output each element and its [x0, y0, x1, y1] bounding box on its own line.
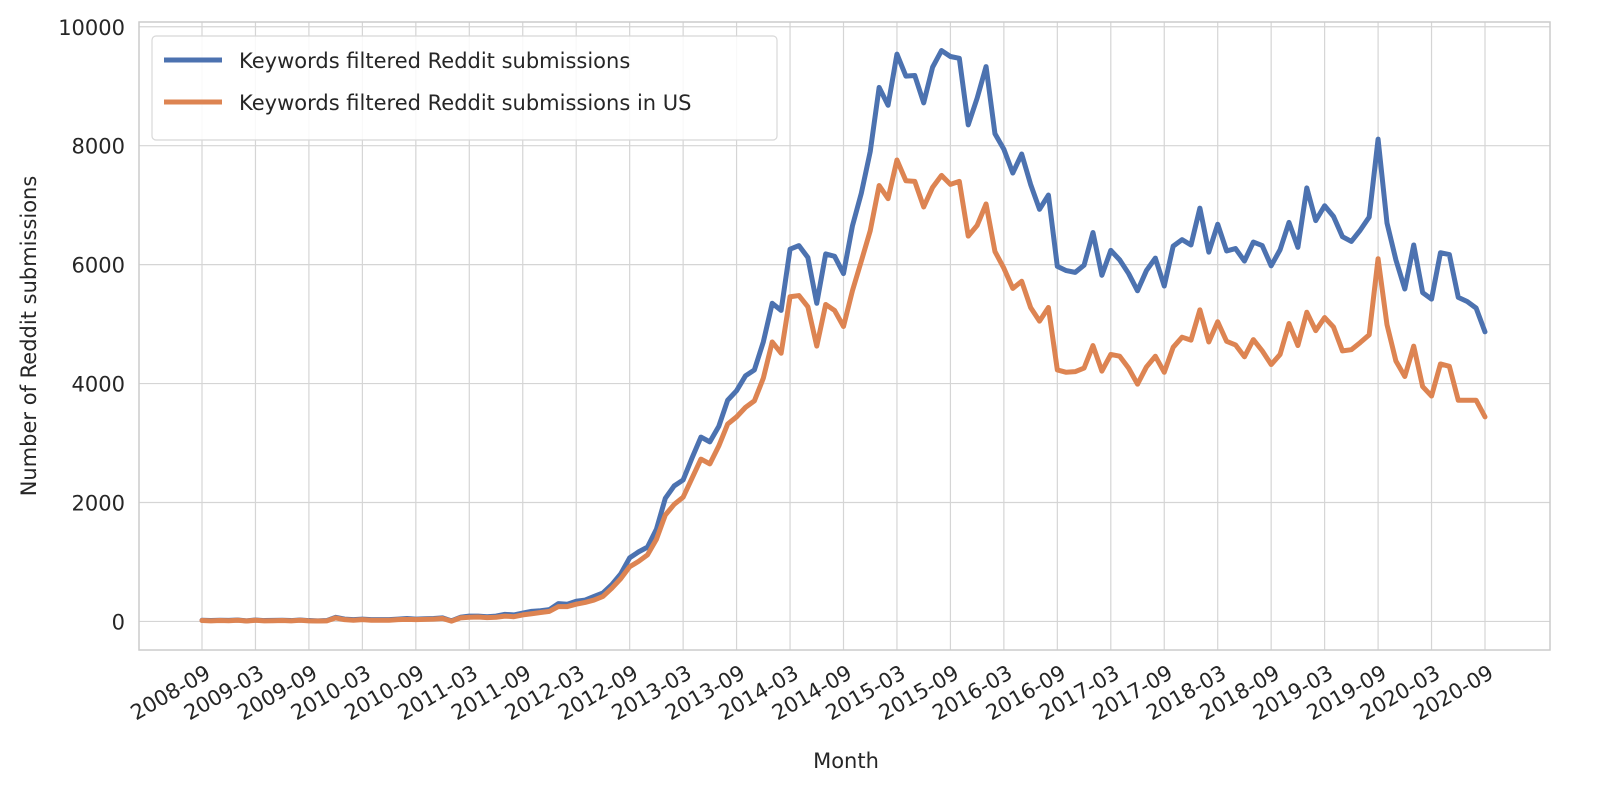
series-line [199, 157, 1488, 624]
y-tick-label: 0 [112, 610, 125, 634]
y-tick-label: 2000 [72, 492, 125, 516]
legend-label: Keywords filtered Reddit submissions in … [239, 91, 691, 115]
y-tick-label: 8000 [72, 135, 125, 159]
legend-label: Keywords filtered Reddit submissions [239, 49, 630, 73]
y-tick-label: 10000 [58, 16, 125, 40]
y-tick-label: 6000 [72, 254, 125, 278]
y-axis-label: Number of Reddit submissions [17, 176, 41, 497]
plot-border [138, 21, 1551, 651]
legend-box [151, 35, 778, 141]
y-tick-label: 4000 [72, 373, 125, 397]
x-axis-label: Month [813, 749, 879, 773]
